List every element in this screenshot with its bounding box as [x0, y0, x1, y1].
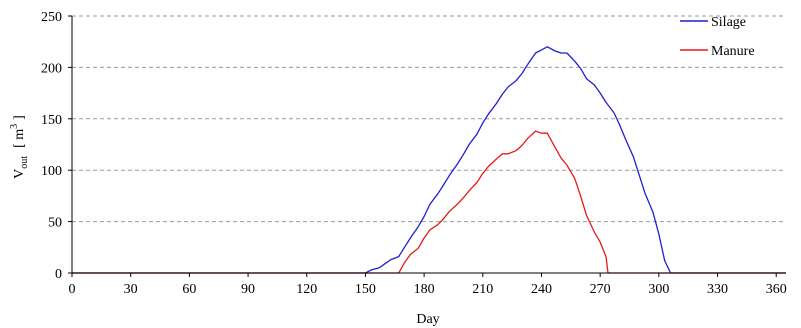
y-tick-label: 200: [41, 61, 62, 76]
series-line-manure: [72, 130, 786, 274]
gridlines: [72, 15, 786, 223]
y-tick-labels: 0 50 100 150 200 250: [41, 10, 62, 282]
x-tick-labels: 0 30 60 90 120 150 180 210 240 270 300 330 360: [69, 282, 787, 297]
legend: Silage Manure: [680, 15, 755, 59]
x-tick-label: 0: [69, 282, 76, 297]
y-tick-label: 0: [55, 267, 62, 282]
x-tick-label: 270: [590, 282, 611, 297]
x-tick-label: 60: [182, 282, 196, 297]
x-tick-label: 30: [124, 282, 138, 297]
axes: [68, 15, 786, 277]
y-axis-title-unit-close: ]: [12, 115, 27, 120]
y-axis-title-unit-sup: 3: [9, 124, 20, 129]
x-tick-label: 300: [648, 282, 669, 297]
x-tick-label: 240: [531, 282, 552, 297]
x-tick-label: 180: [414, 282, 435, 297]
series-line-silage: [72, 46, 786, 274]
y-axis-title-unit: [ m: [12, 129, 27, 148]
x-tick-label: 90: [241, 282, 255, 297]
x-tick-label: 150: [355, 282, 376, 297]
y-tick-label: 50: [48, 216, 62, 231]
y-axis-title-main: V: [12, 169, 27, 179]
x-axis-title: Day: [416, 312, 439, 327]
series-lines: [72, 46, 786, 274]
y-tick-label: 100: [41, 164, 62, 179]
legend-label-silage: Silage: [711, 15, 746, 30]
x-tick-label: 210: [472, 282, 493, 297]
y-tick-label: 150: [41, 113, 62, 128]
x-tick-label: 330: [707, 282, 728, 297]
y-tick-label: 250: [41, 10, 62, 25]
y-axis-title: Vout [ m3]: [9, 115, 30, 179]
x-tick-label: 120: [296, 282, 317, 297]
y-axis-title-sub: out: [19, 156, 30, 169]
legend-label-manure: Manure: [711, 44, 755, 59]
x-tick-label: 360: [766, 282, 787, 297]
